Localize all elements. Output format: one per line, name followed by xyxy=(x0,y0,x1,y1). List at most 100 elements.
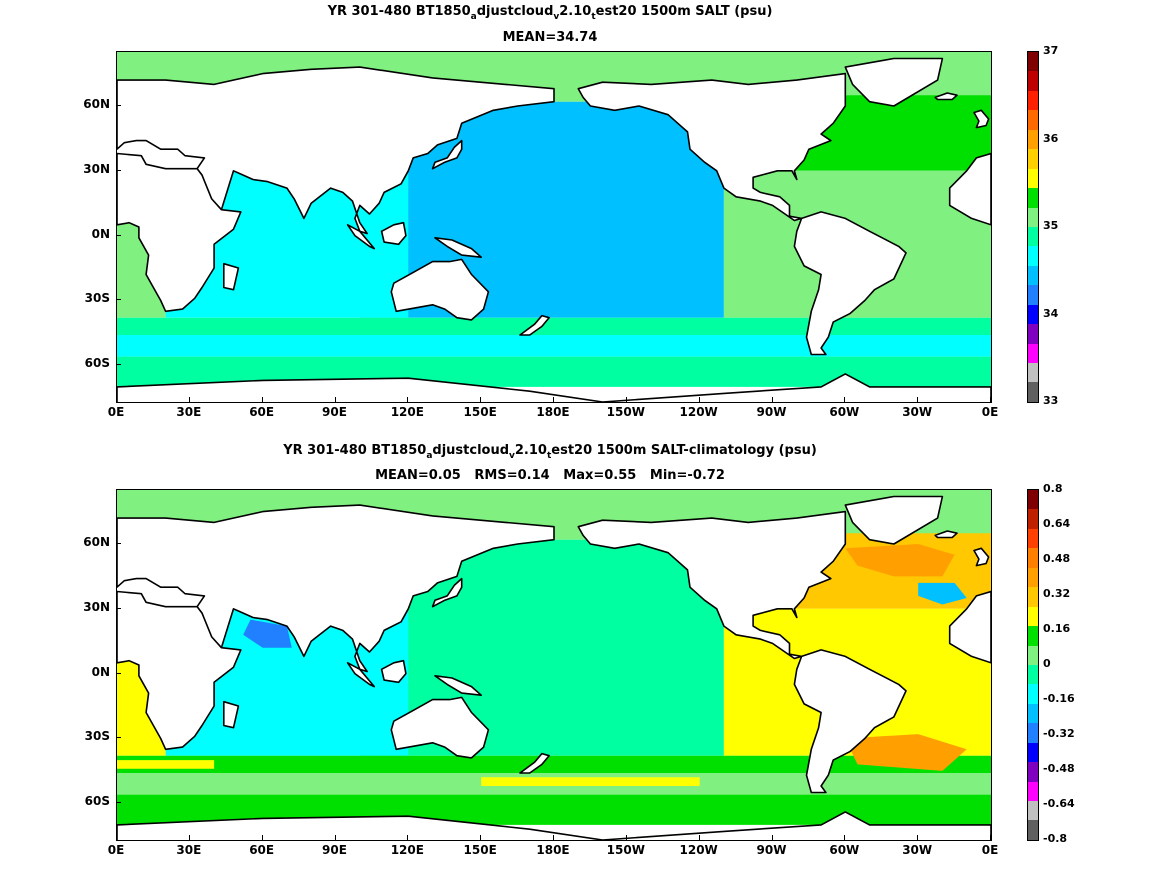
land-ireland_iceland xyxy=(934,92,958,101)
colorbar-segment xyxy=(1028,52,1038,72)
x-tick-mark xyxy=(990,397,991,402)
colorbar-segment xyxy=(1028,684,1038,704)
colorbar-segment xyxy=(1028,645,1038,665)
colorbar-segment xyxy=(1028,226,1038,247)
colorbar-tick-label: -0.32 xyxy=(1043,727,1075,740)
y-tick-mark xyxy=(116,543,121,544)
colorbar-tick-label: -0.16 xyxy=(1043,692,1075,705)
x-tick-label: 120E xyxy=(390,405,424,419)
land-africa xyxy=(117,590,242,751)
land-new_zealand xyxy=(519,314,550,336)
land-greenland xyxy=(844,57,944,107)
colorbar-segment xyxy=(1028,548,1038,568)
land-new_guinea xyxy=(434,675,483,696)
southern-band-region xyxy=(117,317,991,335)
x-tick-label: 30W xyxy=(902,843,933,857)
x-tick-mark xyxy=(771,397,773,402)
y-tick-label: 0N xyxy=(91,664,110,679)
land-sumatra xyxy=(346,662,376,688)
anomaly-mediterranean-outflow xyxy=(918,582,967,605)
x-tick-mark xyxy=(334,835,336,840)
y-tick-mark xyxy=(116,737,121,739)
y-tick-mark xyxy=(116,169,121,171)
x-tick-mark xyxy=(698,835,700,840)
colorbar-tick-label: 0.32 xyxy=(1043,587,1071,600)
x-tick-label: 30E xyxy=(176,405,202,419)
colorbar-segment xyxy=(1028,781,1038,801)
x-tick-mark xyxy=(407,835,409,840)
x-tick-mark xyxy=(188,835,190,840)
panel1-colorbar xyxy=(1027,51,1039,403)
colorbar-segment xyxy=(1028,129,1038,150)
y-tick-label: 30N xyxy=(83,599,110,614)
land-eurasia xyxy=(117,66,555,235)
panel1-title-line2: MEAN=34.74 xyxy=(502,30,598,45)
x-tick-mark xyxy=(407,397,409,402)
colorbar-segment xyxy=(1028,762,1038,782)
x-tick-mark xyxy=(917,835,919,840)
colorbar-segment xyxy=(1028,246,1038,266)
x-tick-label: 60E xyxy=(249,405,275,419)
land-madagascar xyxy=(223,700,240,729)
x-tick-label: 90W xyxy=(756,843,787,857)
colorbar-segment xyxy=(1028,587,1038,607)
colorbar-tick-label: 34 xyxy=(1043,306,1059,320)
southern-outer-region xyxy=(117,335,991,357)
colorbar-tick-label: -0.8 xyxy=(1043,832,1068,845)
colorbar-segment xyxy=(1028,509,1038,529)
colorbar-tick-label: 37 xyxy=(1043,44,1059,57)
y-tick-mark xyxy=(116,105,121,106)
x-tick-label: 90E xyxy=(322,843,347,857)
x-tick-label: 90W xyxy=(756,405,787,419)
colorbar-segment xyxy=(1028,188,1038,208)
land-north_america xyxy=(577,510,847,660)
x-tick-mark xyxy=(553,397,554,402)
colorbar-segment xyxy=(1028,490,1038,510)
land-north_america xyxy=(577,72,847,222)
land-south_america xyxy=(793,211,907,356)
x-tick-label: 180E xyxy=(536,405,570,419)
land-south_america xyxy=(793,649,907,794)
colorbar-segment xyxy=(1028,363,1038,383)
y-tick-label: 30S xyxy=(84,291,110,306)
colorbar-segment xyxy=(1028,343,1038,363)
x-tick-mark xyxy=(917,397,919,402)
colorbar-segment xyxy=(1028,71,1038,91)
colorbar-tick-label: -0.48 xyxy=(1043,762,1075,775)
colorbar-tick-label: 36 xyxy=(1043,131,1059,145)
x-tick-mark xyxy=(334,397,336,402)
colorbar-segment xyxy=(1028,567,1038,588)
x-tick-label: 0E xyxy=(981,843,999,857)
colorbar-tick-label: 0.48 xyxy=(1043,552,1071,565)
colorbar-tick-label: -0.64 xyxy=(1043,797,1075,810)
land-africa_west xyxy=(948,590,991,664)
y-tick-label: 30N xyxy=(83,161,110,176)
x-tick-label: 120E xyxy=(390,843,424,857)
panel1-title-line1: YR 301-480 BT1850adjustcloudv2.10test20 … xyxy=(327,4,773,22)
colorbar-tick-label: 0 xyxy=(1043,657,1051,670)
y-tick-label: 0N xyxy=(91,226,110,241)
land-australia xyxy=(390,258,490,321)
x-tick-label: 0E xyxy=(981,405,999,419)
y-tick-mark xyxy=(116,364,121,366)
colorbar-segment xyxy=(1028,723,1038,743)
anomaly-south-atlantic xyxy=(845,734,967,771)
y-tick-mark xyxy=(116,802,121,804)
x-tick-mark xyxy=(698,397,700,402)
x-tick-label: 0E xyxy=(107,405,125,419)
y-tick-label: 60N xyxy=(83,97,110,111)
x-tick-mark xyxy=(480,397,482,402)
colorbar-segment xyxy=(1028,382,1038,402)
y-tick-label: 60S xyxy=(84,794,110,809)
x-tick-label: 150W xyxy=(606,405,645,419)
x-tick-mark xyxy=(844,397,846,402)
colorbar-segment xyxy=(1028,606,1038,627)
land-africa xyxy=(117,152,242,313)
x-tick-label: 0E xyxy=(107,843,125,857)
x-tick-label: 180E xyxy=(536,843,570,857)
land-borneo xyxy=(380,221,407,246)
land-africa_west xyxy=(948,152,991,226)
colorbar-segment xyxy=(1028,528,1038,549)
colorbar-tick-label: 0.16 xyxy=(1043,622,1071,635)
colorbar-segment xyxy=(1028,742,1038,763)
